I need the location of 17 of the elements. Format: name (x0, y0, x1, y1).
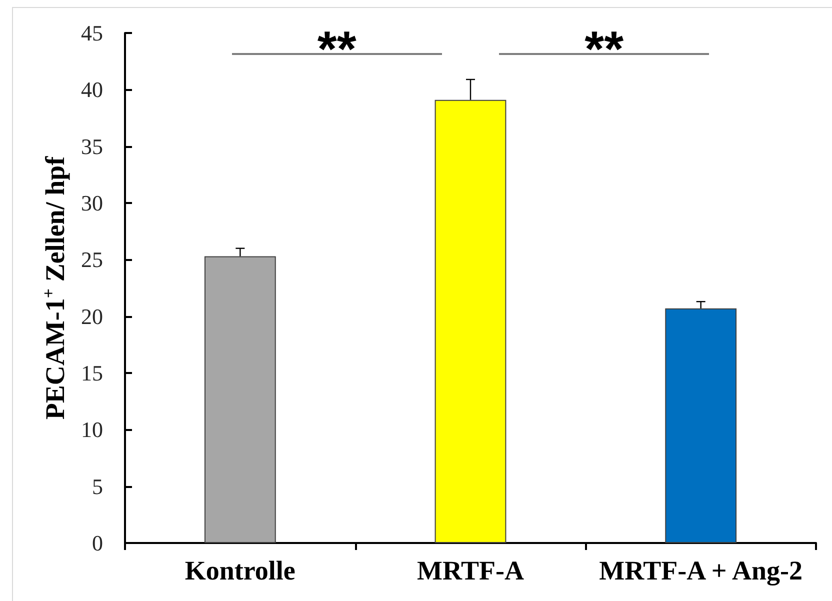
y-tick-label: 45 (81, 20, 103, 46)
x-tick-label: MRTF-A + Ang-2 (599, 556, 803, 586)
bar (665, 308, 737, 543)
y-tick-label: 30 (81, 190, 103, 216)
y-tick-label: 5 (92, 474, 103, 499)
x-tick-label: Kontrolle (184, 556, 296, 586)
bar (434, 100, 506, 543)
y-tick-label: 20 (81, 304, 103, 329)
y-tick-label: 35 (81, 134, 103, 159)
x-tick-label: MRTF-A (416, 556, 525, 586)
bar (204, 256, 276, 543)
y-tick-label: 25 (81, 247, 103, 272)
y-tick-label: 40 (81, 77, 103, 102)
y-tick-label: 0 (92, 530, 103, 556)
y-axis-title: PECAM-1+ Zellen/ hpf (39, 155, 70, 420)
y-tick-label: 15 (81, 360, 103, 386)
y-tick-label: 10 (81, 417, 103, 442)
